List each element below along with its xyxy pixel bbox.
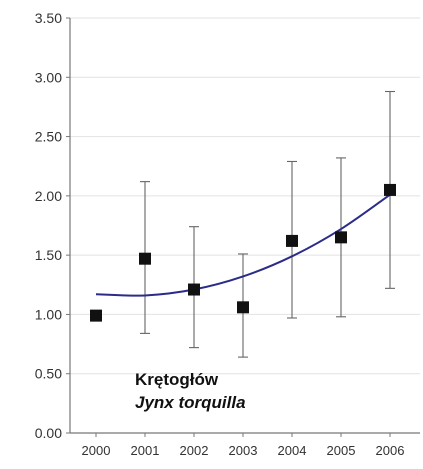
x-axis-ticks: 2000 2001 2002 2003 2004 2005 2006: [82, 433, 405, 458]
y-tick-label: 0.50: [35, 366, 62, 382]
error-bars: [140, 90, 395, 358]
data-point: [139, 252, 151, 265]
y-tick-label: 2.50: [35, 129, 62, 145]
y-tick-label: 1.50: [35, 247, 62, 263]
grid-lines: [70, 17, 420, 375]
data-point: [335, 231, 347, 244]
x-tick-label: 2006: [376, 443, 405, 458]
y-tick-label: 0.00: [35, 425, 62, 441]
species-latin-name: Jynx torquilla: [135, 393, 246, 412]
data-point: [384, 183, 396, 196]
trendline: [95, 193, 391, 297]
x-tick-label: 2000: [82, 443, 111, 458]
data-points: [90, 183, 396, 322]
x-tick-label: 2005: [327, 443, 356, 458]
data-point: [90, 309, 102, 322]
y-tick-label: 2.00: [35, 188, 62, 204]
x-tick-label: 2004: [278, 443, 307, 458]
species-common-name: Krętogłów: [135, 370, 219, 389]
x-tick-label: 2002: [180, 443, 209, 458]
x-tick-label: 2001: [131, 443, 160, 458]
y-tick-label: 3.50: [35, 10, 62, 26]
data-point: [286, 234, 298, 247]
y-tick-label: 1.00: [35, 306, 62, 322]
y-tick-label: 3.00: [35, 69, 62, 85]
data-point: [237, 301, 249, 314]
y-axis-ticks: 0.00 0.50 1.00 1.50 2.00 2.50 3.00 3.50: [35, 10, 70, 441]
data-point: [188, 283, 200, 296]
x-tick-label: 2003: [229, 443, 258, 458]
